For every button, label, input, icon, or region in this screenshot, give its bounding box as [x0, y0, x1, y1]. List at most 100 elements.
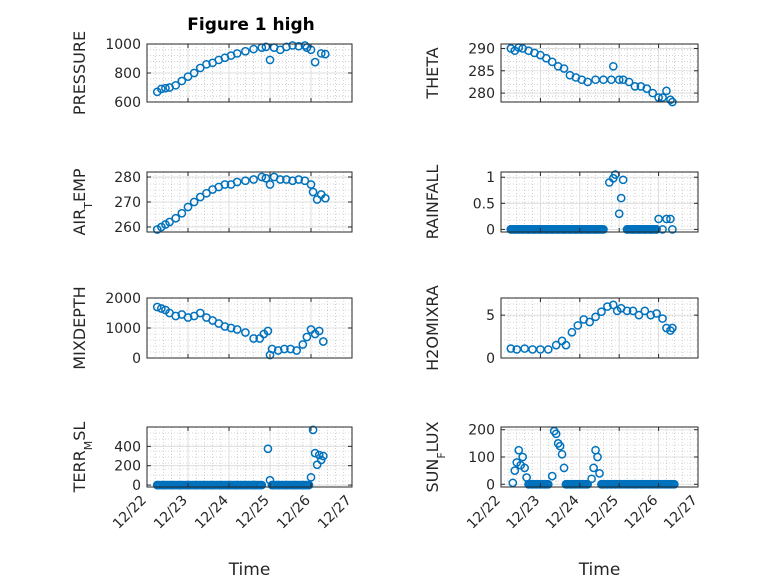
data-point — [273, 346, 283, 355]
data-point — [249, 44, 258, 54]
x-tick-label: 12/25 — [233, 493, 273, 533]
y-axis-label: AIRTEMP — [70, 168, 95, 235]
data-point — [308, 425, 318, 435]
data-point — [622, 306, 632, 316]
data-point — [304, 480, 313, 490]
data-point — [294, 41, 304, 51]
data-point — [559, 463, 569, 473]
data-point — [282, 175, 291, 184]
data-point — [226, 323, 236, 333]
data-point — [249, 175, 258, 184]
y-axis-label: TERRMSL — [70, 422, 95, 494]
data-point — [308, 187, 318, 197]
data-point — [618, 175, 628, 185]
data-point — [603, 302, 612, 311]
data-point — [514, 445, 524, 455]
data-point — [520, 463, 529, 473]
y-tick-label: 0.5 — [473, 196, 495, 212]
data-point — [640, 306, 650, 316]
axes-frame — [500, 171, 699, 233]
y-axis-label: H2OMIXRA — [423, 285, 442, 371]
data-point — [171, 311, 181, 321]
data-point — [171, 213, 181, 223]
data-point — [652, 309, 661, 318]
y-tick-label: 290 — [468, 41, 495, 57]
data-point — [189, 68, 199, 78]
x-tick-label: 12/26 — [622, 492, 662, 532]
data-point — [195, 308, 205, 318]
data-point — [318, 451, 328, 461]
data-point — [608, 300, 618, 310]
data-point — [595, 469, 604, 478]
data-point — [559, 64, 569, 73]
data-point — [195, 63, 205, 73]
data-point — [666, 95, 675, 105]
data-point — [646, 310, 656, 320]
data-point — [280, 344, 289, 354]
y-tick-label: 280 — [468, 86, 495, 102]
data-point — [263, 444, 273, 454]
data-point — [551, 429, 561, 439]
data-point — [520, 344, 529, 353]
x-tick-label: 12/22 — [464, 493, 504, 533]
data-point — [614, 75, 624, 85]
data-point — [542, 479, 552, 489]
y-axis-label: RAINFALL — [423, 165, 442, 240]
y-tick-label: 100 — [468, 450, 495, 466]
data-point — [589, 463, 598, 473]
data-point — [249, 334, 258, 343]
series-air_temp — [152, 172, 330, 234]
x-tick-label: 12/22 — [110, 493, 150, 533]
y-tick-label: 600 — [114, 95, 141, 111]
data-point — [518, 452, 528, 462]
data-point — [666, 214, 675, 224]
x-tick-label: 12/26 — [274, 492, 314, 532]
data-point — [658, 314, 667, 323]
data-point — [543, 345, 553, 354]
data-point — [232, 325, 242, 334]
data-point — [263, 326, 273, 336]
data-point — [202, 188, 211, 198]
data-point — [310, 448, 320, 458]
y-axis-label: MIXDEPTH — [70, 286, 89, 369]
data-point — [165, 217, 174, 227]
y-tick-label: 1000 — [105, 37, 141, 53]
data-point — [202, 59, 211, 69]
data-point — [662, 214, 671, 224]
data-point — [302, 332, 312, 342]
x-axis-label: Time — [578, 560, 621, 580]
axes-frame — [146, 426, 353, 488]
x-tick-label: 12/27 — [661, 493, 701, 533]
series-mixdepth — [152, 302, 328, 360]
y-tick-label: 200 — [114, 459, 141, 475]
data-point — [294, 175, 304, 184]
data-point — [189, 197, 199, 207]
data-point — [582, 479, 591, 489]
subplot-h2omixra: 0 5 H2OMIXRA — [423, 285, 699, 371]
data-point — [265, 180, 275, 189]
data-point — [628, 306, 638, 316]
data-point — [220, 322, 230, 331]
data-point — [241, 328, 250, 337]
data-point — [257, 172, 267, 182]
data-point — [585, 317, 595, 327]
data-point — [157, 304, 166, 313]
data-point — [177, 76, 187, 86]
y-tick-label: 0 — [486, 222, 495, 238]
data-point — [282, 42, 291, 52]
data-point — [161, 83, 170, 93]
data-point — [616, 193, 626, 203]
data-point — [288, 176, 297, 186]
x-axis-label: Time — [228, 560, 271, 580]
data-point — [561, 340, 571, 350]
series-sunflux — [508, 426, 679, 489]
data-point — [232, 177, 242, 187]
data-point — [624, 77, 634, 87]
data-point — [506, 344, 516, 353]
y-tick-label: 400 — [114, 439, 141, 455]
data-point — [591, 312, 600, 322]
y-axis-label: THETA — [423, 47, 442, 99]
y-tick-label: 0 — [486, 477, 495, 493]
data-point — [298, 340, 308, 349]
data-point — [157, 84, 166, 94]
